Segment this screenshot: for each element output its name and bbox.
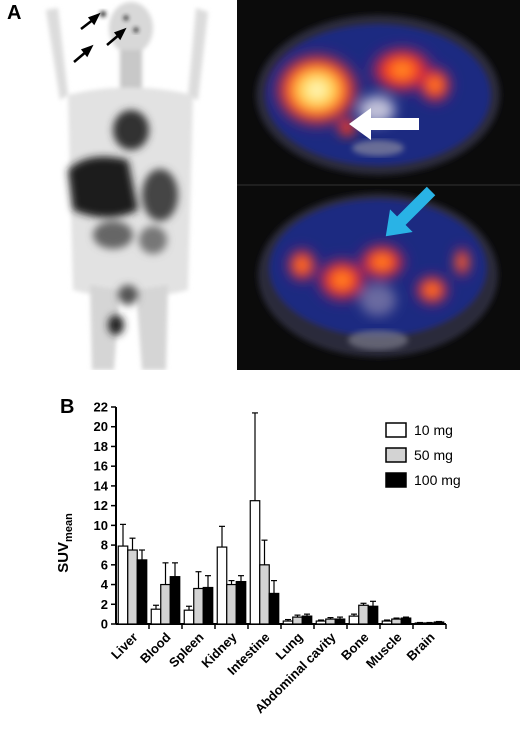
x-tick-label: Liver: [108, 630, 141, 663]
legend-label: 10 mg: [414, 422, 453, 438]
bar-100mg: [301, 615, 313, 625]
y-tick-label: 20: [94, 419, 108, 434]
legend-label: 100 mg: [414, 472, 461, 488]
y-axis-label: SUVmean: [55, 513, 75, 573]
legend: 10 mg 50 mg 100 mg: [385, 422, 461, 488]
bar-10mg: [348, 615, 360, 625]
whole-body-pet-mip-image: [28, 0, 228, 370]
legend-swatch: [385, 472, 407, 488]
x-tick-label: Muscle: [363, 630, 405, 672]
x-tick-label: Spleen: [166, 629, 207, 670]
panel-b-label: B: [60, 396, 75, 418]
plot-area: 0246810121416182022LiverBloodSpleenKidne…: [94, 400, 447, 716]
bar-10mg: [117, 545, 129, 625]
y-tick-label: 0: [101, 617, 108, 632]
bar-10mg: [282, 620, 294, 625]
white-arrow-icon: [349, 108, 419, 140]
bar-100mg: [367, 605, 379, 625]
bar-100mg: [169, 576, 181, 625]
bar-50mg: [160, 583, 171, 625]
bar-50mg: [424, 622, 435, 625]
bar-50mg: [259, 564, 270, 625]
legend-swatch: [385, 422, 407, 438]
black-arrow-icon: [73, 12, 127, 63]
pet-ct-axial-image: [237, 0, 520, 370]
y-tick-label: 18: [94, 439, 108, 454]
y-tick-label: 6: [101, 557, 108, 572]
y-axis-label-main: SUV: [55, 542, 72, 573]
y-axis-label-sub: mean: [63, 513, 75, 542]
bar-10mg: [414, 622, 426, 625]
bar-50mg: [391, 618, 402, 625]
bar-10mg: [183, 609, 195, 625]
y-tick-label: 12: [94, 498, 108, 513]
suv-bar-chart: 0246810121416182022LiverBloodSpleenKidne…: [55, 400, 461, 717]
bar-100mg: [202, 586, 214, 625]
bar-10mg: [150, 608, 162, 625]
legend-label: 50 mg: [414, 447, 453, 463]
x-tick-label: Brain: [404, 629, 438, 663]
bar-50mg: [325, 618, 336, 625]
bar-100mg: [235, 580, 247, 625]
bar-50mg: [226, 583, 237, 625]
panel-a-label: A: [7, 2, 22, 24]
bar-50mg: [358, 604, 369, 625]
bar-100mg: [400, 617, 412, 625]
bar-10mg: [381, 620, 393, 625]
bar-50mg: [193, 587, 204, 625]
cyan-arrow-icon: [385, 186, 436, 237]
y-tick-label: 22: [94, 400, 108, 415]
y-tick-label: 4: [101, 577, 109, 592]
y-tick-label: 10: [94, 518, 108, 533]
bar-100mg: [136, 559, 148, 625]
bar-100mg: [334, 618, 346, 625]
y-tick-label: 14: [94, 478, 109, 493]
y-tick-label: 2: [101, 597, 108, 612]
bar-100mg: [433, 621, 445, 625]
bar-100mg: [268, 592, 280, 625]
bar-50mg: [127, 549, 138, 625]
y-tick-label: 8: [101, 538, 108, 553]
legend-swatch: [385, 447, 407, 463]
bar-10mg: [249, 500, 261, 625]
bar-50mg: [292, 616, 303, 625]
y-tick-label: 16: [94, 459, 108, 474]
bar-10mg: [216, 546, 228, 625]
bar-10mg: [315, 620, 327, 625]
